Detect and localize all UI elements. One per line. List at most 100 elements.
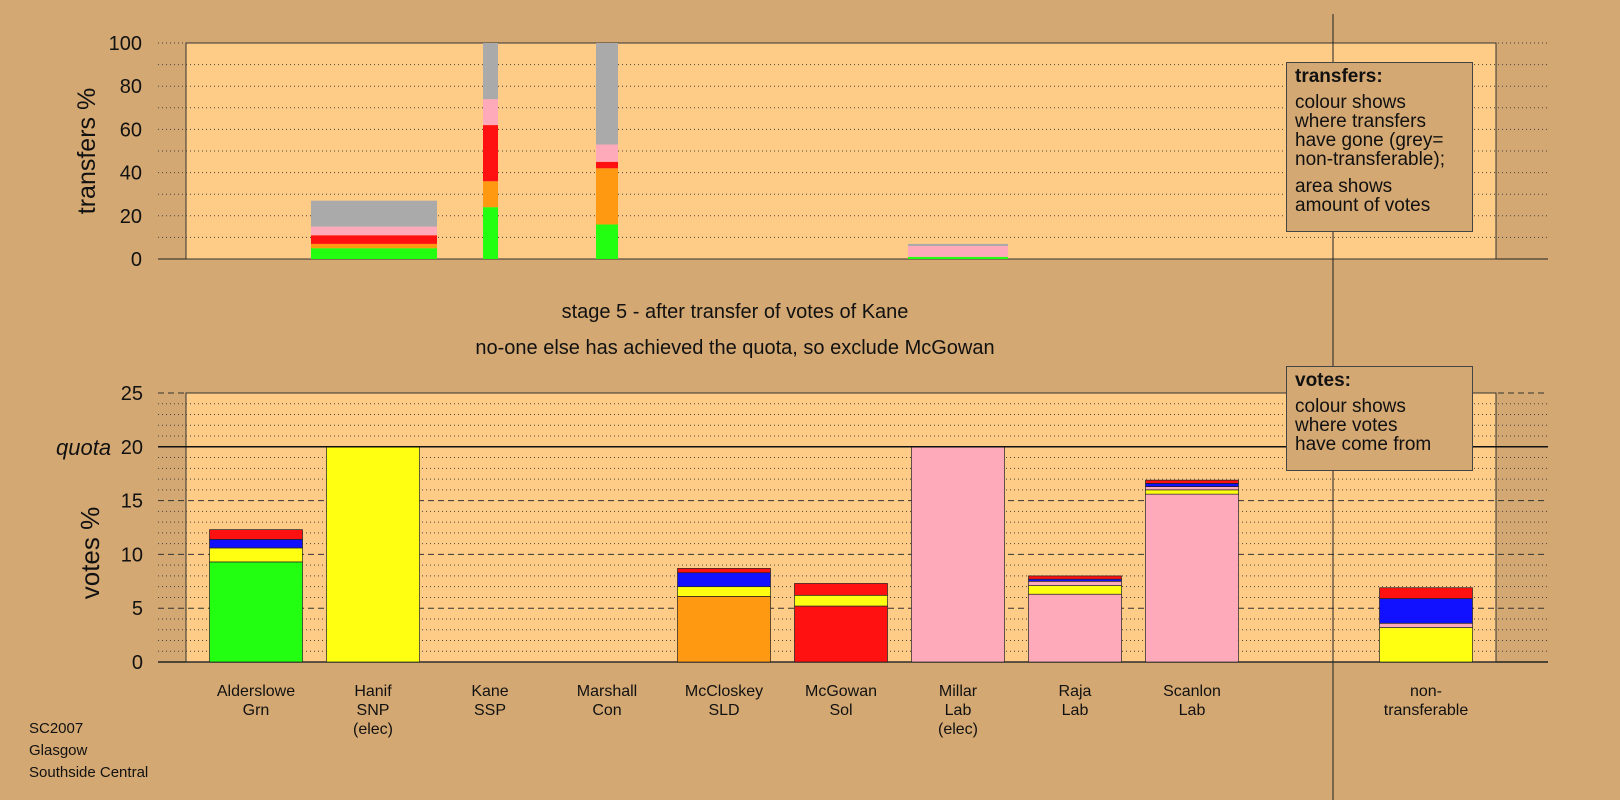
transfers-legend-line: amount of votes xyxy=(1295,195,1431,216)
vote-bar-segment xyxy=(1379,627,1473,663)
transfers-tick-label: 100 xyxy=(109,33,142,55)
transfers-legend-line: have gone (grey= xyxy=(1295,130,1444,151)
votes-tick-label: 0 xyxy=(132,652,143,674)
candidate-name-label: McGowan xyxy=(805,683,877,700)
votes-tick-label: 25 xyxy=(121,383,143,405)
transfers-tick-label: 80 xyxy=(120,76,142,98)
vote-bar-segment xyxy=(677,568,771,574)
vote-bar-segment xyxy=(1145,483,1239,487)
candidate-name-label: Scanlon xyxy=(1163,683,1221,700)
transfer-bar-segment xyxy=(596,168,618,225)
transfer-bar-segment xyxy=(483,125,498,182)
vote-bar-segment xyxy=(209,538,303,549)
transfers-tick-label: 20 xyxy=(120,206,142,228)
vote-bar-segment xyxy=(1145,486,1239,491)
vote-bar-segment xyxy=(209,547,303,563)
votes-legend-line: where votes xyxy=(1295,415,1398,436)
votes-tick-label: 15 xyxy=(121,491,143,513)
candidate-party-label: SNP xyxy=(357,702,390,719)
footer-election: SC2007 xyxy=(29,720,84,737)
transfers-tick-label: 60 xyxy=(120,119,142,141)
stage-subtitle: no-one else has achieved the quota, so e… xyxy=(475,337,994,359)
transfer-bar-segment xyxy=(311,226,437,236)
transfer-bar-segment xyxy=(596,43,618,145)
candidate-party-label: Grn xyxy=(243,702,270,719)
candidate-name-label: Kane xyxy=(471,683,508,700)
candidate-name-label: McCloskey xyxy=(685,683,763,700)
vote-bar-segment xyxy=(1028,593,1122,663)
vote-bar-segment xyxy=(209,561,303,663)
candidate-party-label: transferable xyxy=(1384,702,1469,719)
transfer-bar-segment xyxy=(596,144,618,162)
transfers-legend-line: non-transferable); xyxy=(1295,149,1445,170)
transfers-chart: 0 20 40 60 80 100 transfers % xyxy=(73,33,1548,271)
vote-bar-segment xyxy=(1145,479,1239,484)
candidate-party-label: Lab xyxy=(1062,702,1089,719)
vote-bar-segment xyxy=(1028,585,1122,595)
vote-bar-segment xyxy=(1379,587,1473,599)
vote-bar-segment xyxy=(677,596,771,663)
candidate-name-label: Marshall xyxy=(577,683,637,700)
candidate-party-label: SSP xyxy=(474,702,506,719)
transfers-legend-title: transfers: xyxy=(1295,66,1383,87)
transfers-legend-line: colour shows xyxy=(1295,92,1406,113)
votes-y-axis-label: votes % xyxy=(75,507,105,600)
transfer-bar-segment xyxy=(908,256,1008,259)
votes-tick-label: 20 xyxy=(121,437,143,459)
quota-label: quota xyxy=(56,435,111,460)
transfers-tick-label: 0 xyxy=(131,249,142,271)
candidate-name-label: Millar xyxy=(939,683,978,700)
candidate-party-label: Sol xyxy=(829,702,852,719)
vote-bar-segment xyxy=(1145,493,1239,663)
vote-bar-segment xyxy=(1028,580,1122,586)
votes-legend-line: have come from xyxy=(1295,434,1432,455)
transfers-legend: transfers: colour shows where transfers … xyxy=(1286,62,1473,232)
transfer-bar-segment xyxy=(311,200,437,227)
transfer-bar-segment xyxy=(483,99,498,126)
transfer-bar-segment xyxy=(483,181,498,208)
transfers-tick-label: 40 xyxy=(120,163,142,185)
vote-bar-segment xyxy=(209,529,303,540)
vote-bar-segment xyxy=(911,446,1005,663)
candidate-party-label: Lab xyxy=(945,702,972,719)
vote-bar-segment xyxy=(677,586,771,597)
transfer-bar-segment xyxy=(908,243,1008,247)
transfer-bar-segment xyxy=(483,43,498,100)
votes-tick-label: 10 xyxy=(121,544,143,566)
candidate-name-label: Alderslowe xyxy=(217,683,295,700)
transfer-bar-segment xyxy=(596,224,618,259)
candidate-name-label: Hanif xyxy=(354,683,392,700)
votes-legend: votes: colour shows where votes have com… xyxy=(1286,366,1473,471)
transfer-bar-segment xyxy=(483,207,498,259)
transfer-bar-segment xyxy=(311,243,437,249)
vote-bar-segment xyxy=(326,446,420,663)
transfers-legend-line: where transfers xyxy=(1295,111,1426,132)
vote-bar-segment xyxy=(1028,575,1122,580)
candidate-name-label: non- xyxy=(1410,683,1442,700)
vote-bar-segment xyxy=(794,605,888,663)
vote-bar-segment xyxy=(1145,489,1239,495)
transfers-plot-frame xyxy=(185,42,1497,260)
stage-title: stage 5 - after transfer of votes of Kan… xyxy=(562,301,909,323)
constituency-footer: SC2007 Glasgow Southside Central xyxy=(29,718,148,784)
candidate-party-label: Lab xyxy=(1179,702,1206,719)
vote-bar-segment xyxy=(677,572,771,588)
vote-bar-segment xyxy=(794,583,888,596)
transfers-y-axis-label: transfers % xyxy=(73,88,101,214)
chart-overlay: stage 5 - after transfer of votes of Kan… xyxy=(475,14,1334,800)
transfer-bar-segment xyxy=(311,248,437,259)
votes-legend-line: colour shows xyxy=(1295,396,1406,417)
vote-bar-segment xyxy=(1379,598,1473,624)
transfer-bar-segment xyxy=(596,161,618,169)
transfers-legend-line: area shows xyxy=(1295,176,1393,197)
vote-bar-segment xyxy=(1379,622,1473,628)
candidate-name-label: Raja xyxy=(1059,683,1092,700)
votes-chart: 0 5 10 15 20 25 votes % quota Alderslowe Grn Hanif… xyxy=(56,383,1548,738)
footer-constituency: Southside Central xyxy=(29,764,149,781)
votes-tick-label: 5 xyxy=(132,598,143,620)
candidate-status-label: (elec) xyxy=(938,721,978,738)
candidate-party-label: Con xyxy=(592,702,621,719)
candidate-status-label: (elec) xyxy=(353,721,393,738)
